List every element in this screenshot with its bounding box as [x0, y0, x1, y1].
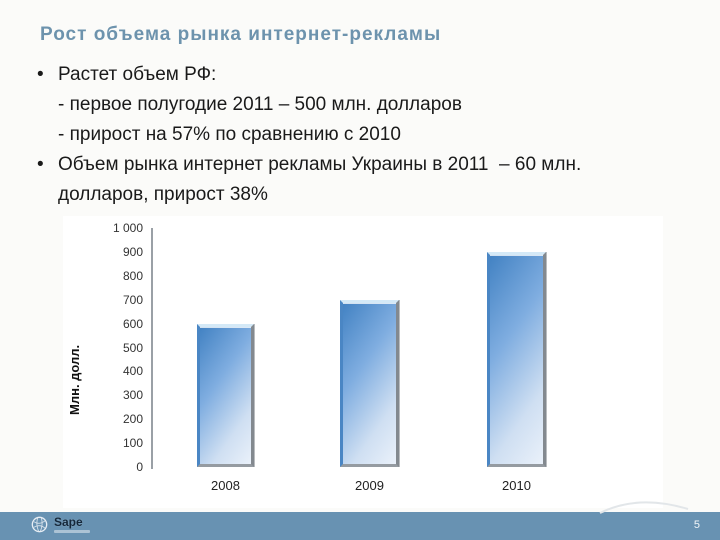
footer-flourish	[599, 501, 689, 514]
y-tick-label: 900	[122, 244, 143, 259]
x-axis-label: 2010	[502, 478, 531, 493]
x-axis-label: 2008	[211, 478, 240, 493]
bullet-list: • Растет объем РФ: - первое полугодие 20…	[36, 60, 696, 210]
y-axis-line	[151, 228, 153, 469]
sape-logo: Sape	[31, 516, 90, 533]
logo-text: Sape	[54, 515, 83, 529]
chart-bar-2010	[487, 251, 546, 467]
bullet-marker: •	[37, 64, 44, 85]
bullet-line: - первое полугодие 2011 – 500 млн. долла…	[58, 94, 462, 115]
y-tick-label: 600	[122, 316, 143, 331]
market-bar-chart: Млн. долл. 1 000 900 800 700 600 500 400 300 200…	[63, 216, 663, 508]
footer-bar: Sape 5	[0, 501, 720, 540]
y-tick-label: 400	[122, 364, 143, 379]
bullet-item: • Растет объем РФ: - первое полугодие 20…	[36, 60, 696, 150]
chart-bar-2008	[197, 323, 254, 467]
chart-bar-2009	[340, 299, 399, 467]
y-tick-label: 700	[122, 292, 143, 307]
bullet-line: - прирост на 57% по сравнению с 2010	[58, 124, 401, 145]
y-tick-label: 0	[136, 460, 143, 474]
page-number: 5	[693, 519, 700, 531]
bullet-line: Растет объем РФ:	[58, 64, 217, 85]
logo-globe-icon	[31, 516, 48, 533]
y-tick-label: 100	[122, 436, 143, 451]
y-tick-label: 800	[122, 268, 143, 283]
y-tick-label: 1 000	[112, 221, 143, 235]
bullet-line: Объем рынка интернет рекламы Украины в 2…	[58, 154, 582, 175]
bullet-marker: •	[37, 154, 44, 175]
bullet-item: • Объем рынка интернет рекламы Украины в…	[36, 150, 696, 210]
slide-title: Рост объема рынка интернет-рекламы	[40, 24, 442, 45]
y-tick-label: 500	[122, 340, 143, 355]
y-tick-label: 200	[122, 412, 143, 427]
bullet-line: долларов, прирост 38%	[58, 184, 268, 205]
x-axis-label: 2009	[355, 478, 384, 493]
logo-text-column: Sape	[54, 516, 90, 533]
y-tick-label: 300	[122, 388, 143, 403]
logo-tagline	[54, 530, 90, 533]
